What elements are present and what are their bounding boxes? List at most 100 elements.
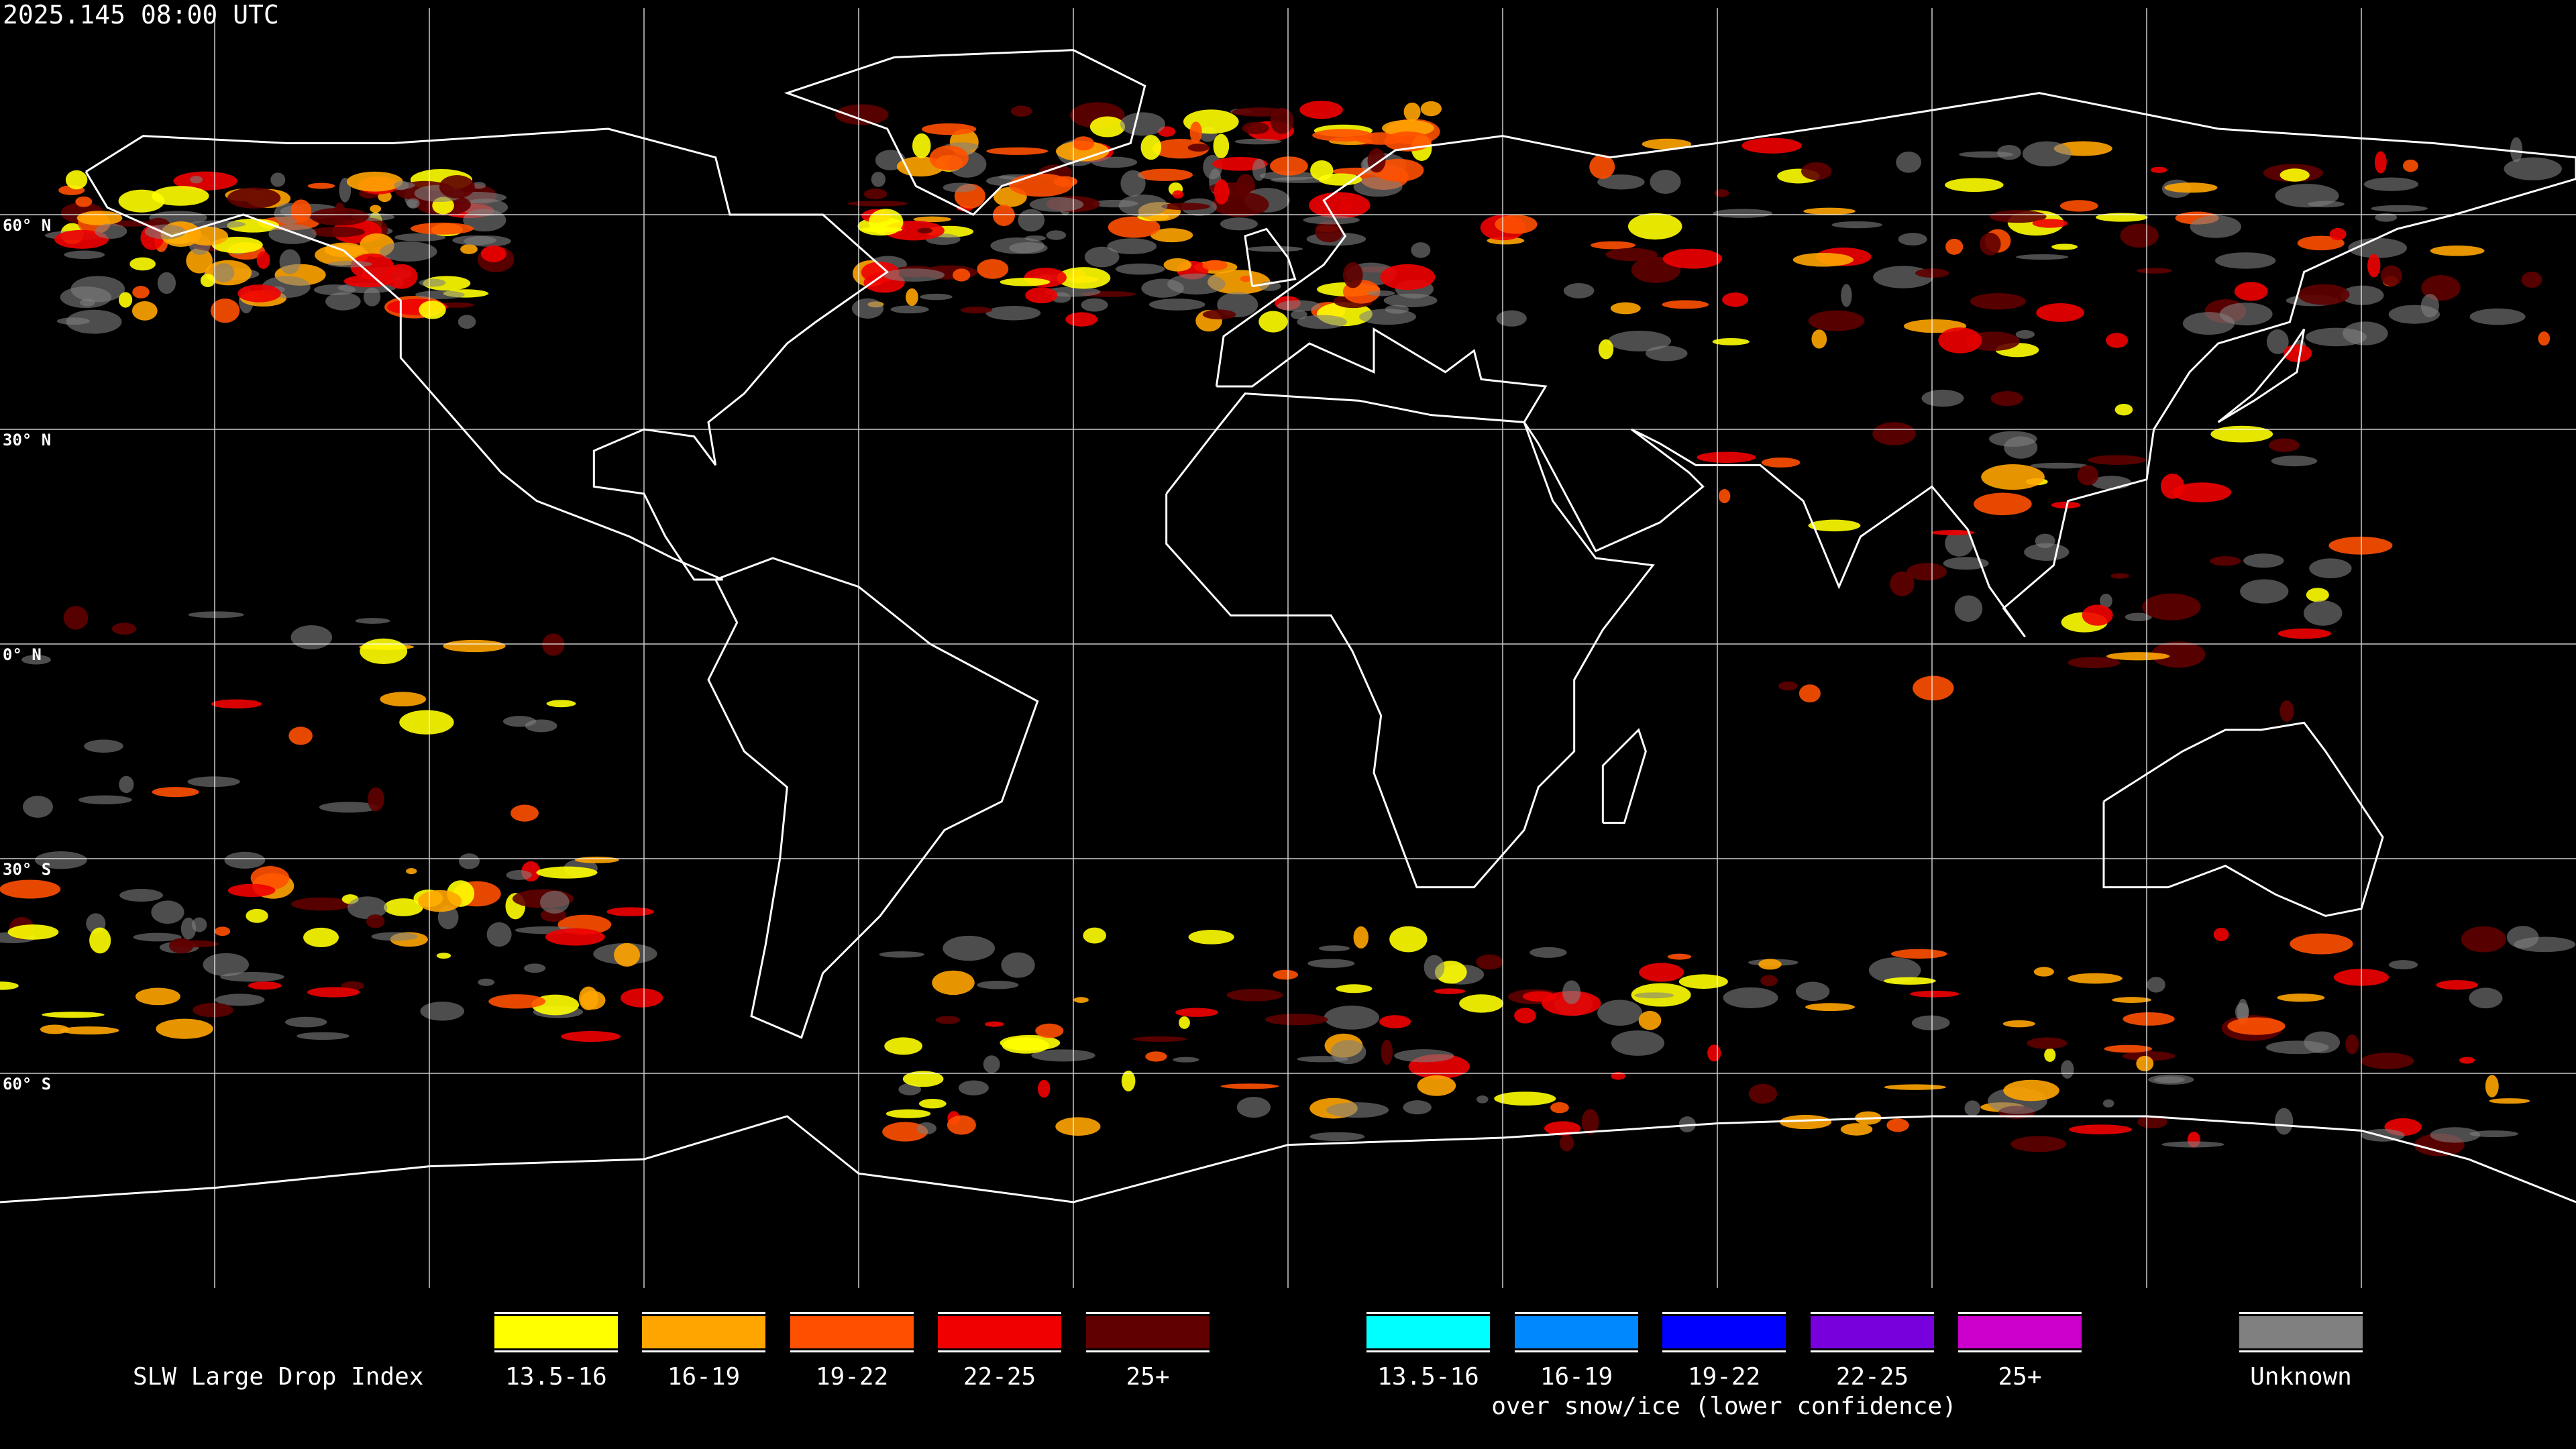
lat-label-60s: 60° S [3, 1075, 52, 1093]
legend-snow-1-label: 16-19 [1540, 1363, 1613, 1391]
cloud-patch [1911, 1015, 1950, 1030]
cloud-patch [313, 284, 356, 296]
cloud-patch [355, 618, 390, 624]
cloud-patch [2504, 157, 2562, 180]
cloud-patch [1137, 168, 1193, 181]
cloud-patch [542, 633, 565, 656]
cloud-patch [1172, 190, 1184, 199]
cloud-patch [84, 739, 123, 753]
cloud-patch [1214, 179, 1230, 205]
cloud-patch [860, 227, 903, 233]
cloud-patch [2003, 1079, 2059, 1102]
cloud-patch [237, 284, 281, 303]
cloud-patch [1072, 136, 1095, 151]
cloud-patch [406, 867, 417, 875]
lat-label-0: 0° N [3, 645, 42, 664]
cloud-patch [1980, 232, 2001, 256]
cloud-patch [436, 953, 451, 959]
cloud-patch [399, 710, 454, 735]
snow-caption: over snow/ice (lower confidence) [1491, 1393, 1957, 1420]
cloud-patch [1974, 492, 2032, 516]
cloud-patch [2147, 977, 2165, 993]
cloud-patch [1662, 300, 1709, 309]
cloud-patch [1389, 926, 1428, 953]
cloud-patch [394, 233, 446, 241]
cloud-patch [2469, 987, 2503, 1009]
cloud-patch [920, 293, 953, 301]
cloud-patch [885, 1109, 931, 1118]
cloud-patch [1898, 233, 1927, 246]
cloud-patch [1353, 176, 1403, 197]
cloud-patch [883, 268, 945, 282]
cloud-patch [2112, 997, 2152, 1004]
cloud-patch [1945, 178, 2004, 193]
cloud-patch [1252, 158, 1267, 181]
cloud-patch [2266, 329, 2289, 354]
cloud-patch [173, 171, 237, 191]
cloud-patch [1907, 563, 1947, 581]
cloud-patch [42, 1012, 105, 1018]
cloud-patch [2160, 473, 2184, 499]
cloud-patch [1841, 284, 1852, 307]
cloud-patch [977, 980, 1019, 989]
cloud-patch [187, 776, 240, 788]
cloud-patch [1778, 681, 1798, 691]
cloud-patch [580, 991, 606, 1010]
legend-main-4-label: 25+ [1126, 1363, 1170, 1391]
cloud-patch [614, 943, 641, 967]
cloud-patch [211, 699, 262, 709]
cloud-patch [1718, 489, 1731, 504]
cloud-patch [307, 987, 360, 998]
cloud-patch [1799, 684, 1821, 703]
timestamp: 2025.145 08:00 UTC [3, 0, 279, 30]
cloud-patch [1840, 1123, 1873, 1136]
cloud-patch [2136, 1055, 2154, 1072]
cloud-patch [22, 796, 54, 818]
cloud-patch [1265, 1014, 1328, 1026]
cloud-patch [250, 865, 290, 890]
cloud-patch [2375, 213, 2398, 222]
cloud-patch [2151, 641, 2206, 668]
cloud-patch [95, 223, 127, 239]
cloud-patch [1760, 975, 1778, 987]
cloud-patch [986, 147, 1049, 155]
cloud-patch [1627, 213, 1682, 240]
cloud-patch [1761, 458, 1801, 468]
cloud-patch [2341, 285, 2384, 305]
cloud-patch [1591, 241, 1635, 250]
cloud-patch [2459, 1057, 2475, 1064]
cloud-patch [2104, 1044, 2153, 1053]
cloud-patch [2164, 182, 2218, 193]
cloud-patch [882, 1122, 928, 1142]
cloud-patch [1175, 1008, 1218, 1017]
cloud-patch [1240, 276, 1252, 282]
cloud-patch [1303, 215, 1360, 225]
cloud-patch [1312, 129, 1373, 142]
legend-unknown-label: Unknown [2250, 1363, 2352, 1391]
legend-main-1-swatch [642, 1312, 765, 1352]
cloud-patch [2210, 425, 2273, 443]
cloud-patch [325, 292, 361, 311]
cloud-patch [1667, 953, 1692, 960]
cloud-patch [2016, 254, 2069, 260]
cloud-patch [1970, 292, 2027, 310]
cloud-patch [2082, 604, 2113, 626]
legend-snow-0-label: 13.5-16 [1377, 1363, 1479, 1391]
cloud-patch [327, 260, 372, 268]
cloud-patch [2036, 303, 2084, 322]
cloud-patch [2328, 536, 2393, 555]
cloud-patch [545, 928, 605, 946]
cloud-patch [902, 1071, 944, 1087]
cloud-patch [879, 951, 925, 958]
cloud-patch [2363, 177, 2419, 191]
cloud-patch [1589, 154, 1615, 179]
cloud-layer [0, 101, 2576, 1157]
cloud-patch [486, 922, 512, 947]
cloud-patch [1383, 293, 1438, 307]
cloud-patch [1055, 1117, 1101, 1136]
cloud-patch [89, 927, 111, 954]
lat-label-60n: 60° N [3, 216, 52, 235]
cloud-patch [346, 171, 403, 192]
cloud-patch [1801, 162, 1832, 180]
cloud-patch [912, 133, 931, 158]
